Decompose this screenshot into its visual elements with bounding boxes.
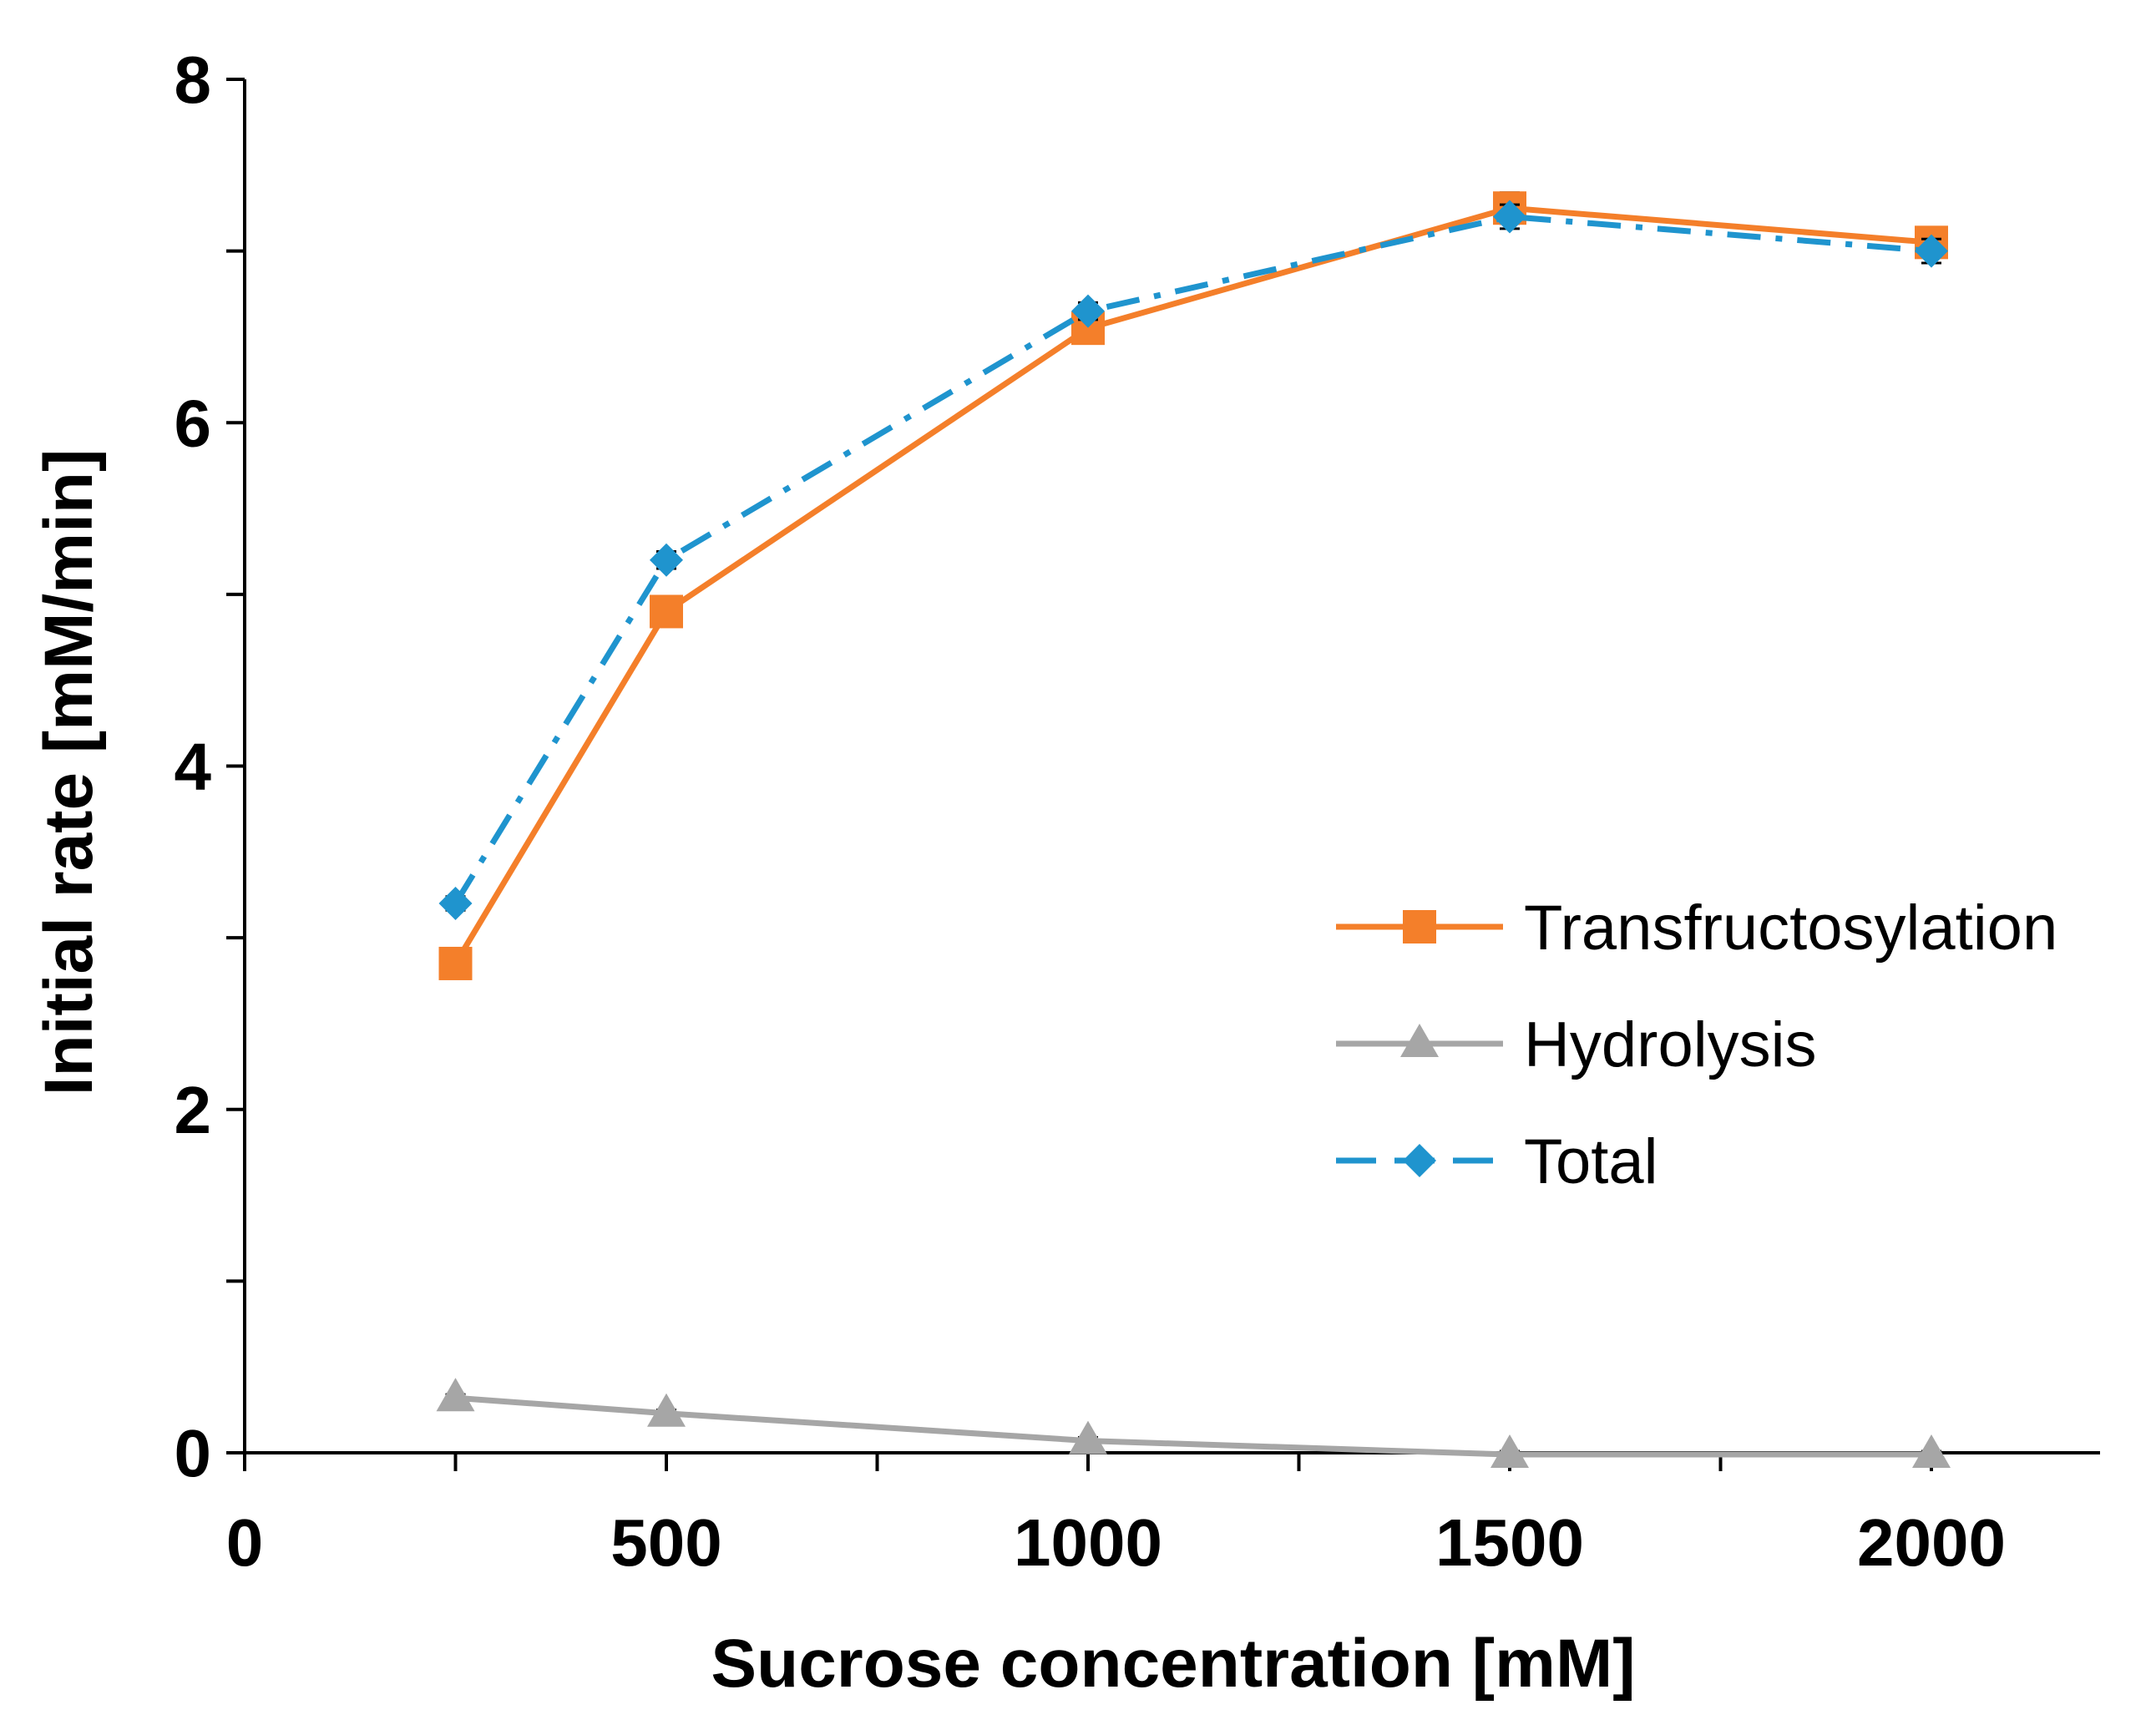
y-tick-label: 6 [175,386,212,460]
data-point-transfructosylation [650,594,683,629]
data-point-total [1071,294,1105,328]
y-tick-label: 2 [175,1073,212,1147]
series-hydrolysis [436,1378,1951,1469]
x-tick-label: 1000 [1014,1505,1162,1580]
y-tick-label: 0 [175,1416,212,1490]
legend-entry-transfructosylation: Transfructosylation [1336,893,2057,964]
legend: Transfructosylation Hydrolysis Total [1336,893,2057,1197]
y-axis-title: Initial rate [mM/min] [31,449,107,1096]
y-tick-label: 4 [175,730,212,804]
legend-marker-hydrolysis [1400,1024,1439,1057]
legend-label-hydrolysis: Hydrolysis [1524,1009,1817,1080]
x-tick-label: 500 [610,1505,721,1580]
legend-label-transfructosylation: Transfructosylation [1524,893,2057,964]
data-point-total [438,887,473,920]
data-point-total [1493,200,1526,234]
axes: 0 2 4 6 8 0 500 1000 1500 2000 [175,43,2100,1580]
data-point-hydrolysis [647,1393,686,1427]
legend-marker-total [1403,1144,1436,1177]
x-tick-label: 1500 [1435,1505,1584,1580]
y-tick-label: 8 [175,43,212,117]
x-tick-label: 2000 [1857,1505,2006,1580]
data-point-hydrolysis [1490,1434,1529,1469]
data-point-total [650,543,683,577]
legend-entry-total: Total [1336,1126,1658,1197]
series-total [438,200,1948,920]
x-axis-title: Sucrose concentration [mM] [711,1626,1635,1702]
data-point-total [1915,234,1948,268]
legend-entry-hydrolysis: Hydrolysis [1336,1009,1817,1080]
series-line-transfructosylation [453,205,1932,965]
series-layer [436,191,1951,1469]
data-point-hydrolysis [1069,1420,1107,1454]
data-point-transfructosylation [438,946,473,980]
series-transfructosylation [438,191,1948,980]
data-point-hydrolysis [436,1378,475,1412]
legend-marker-transfructosylation [1403,910,1436,943]
x-tick-label: 0 [226,1505,264,1580]
legend-label-total: Total [1524,1126,1658,1197]
data-point-hydrolysis [1912,1434,1951,1469]
